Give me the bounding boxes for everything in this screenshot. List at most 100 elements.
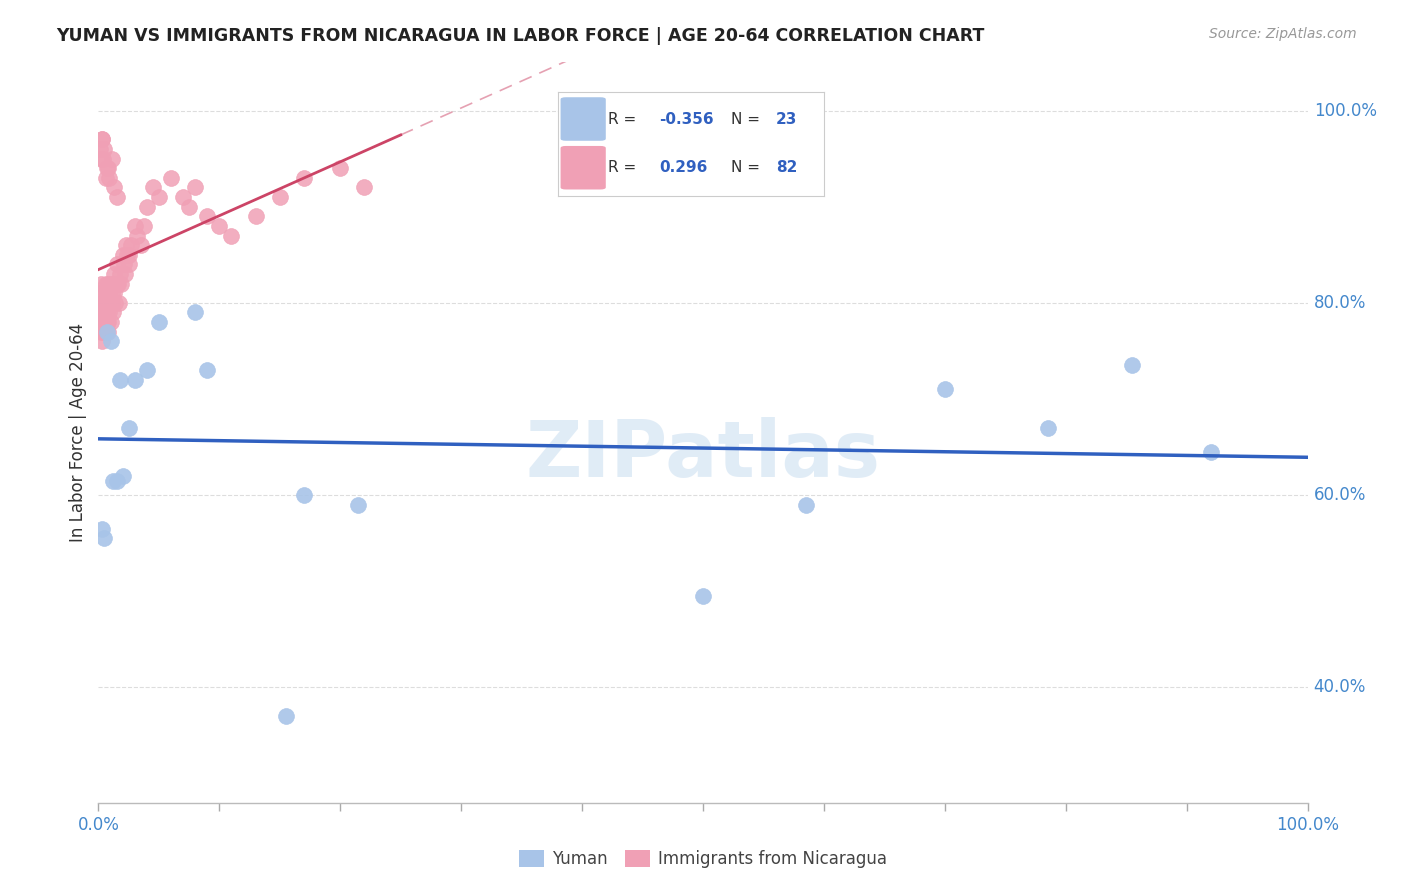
Point [93, 532, 115, 546]
Point [118, 248, 141, 262]
Point [117, 248, 139, 262]
Point [692, 589, 714, 603]
Point [108, 373, 131, 387]
Point [179, 200, 201, 214]
Point [89, 286, 111, 301]
Point [195, 363, 218, 377]
Point [221, 228, 243, 243]
Point [94, 277, 117, 291]
Y-axis label: In Labor Force | Age 20-64: In Labor Force | Age 20-64 [69, 323, 87, 542]
Point [127, 228, 149, 243]
Text: 100.0%: 100.0% [1313, 102, 1376, 120]
Point [135, 200, 157, 214]
Point [96, 305, 118, 319]
Point [94, 170, 117, 185]
Point [118, 421, 141, 435]
Point [129, 238, 152, 252]
Point [96, 286, 118, 301]
Point [292, 170, 315, 185]
Point [103, 180, 125, 194]
Point [103, 286, 125, 301]
Point [98, 286, 121, 301]
Point [94, 325, 117, 339]
Point [97, 277, 120, 291]
Point [96, 315, 118, 329]
Point [111, 248, 134, 262]
Point [98, 170, 121, 185]
Point [142, 180, 165, 194]
Point [160, 170, 183, 185]
Point [98, 305, 121, 319]
Text: 40.0%: 40.0% [1313, 679, 1367, 697]
Point [110, 277, 132, 291]
Point [91, 334, 114, 349]
Point [105, 277, 128, 291]
Point [97, 161, 120, 176]
Text: YUMAN VS IMMIGRANTS FROM NICARAGUA IN LABOR FORCE | AGE 20-64 CORRELATION CHART: YUMAN VS IMMIGRANTS FROM NICARAGUA IN LA… [56, 27, 984, 45]
Point [111, 469, 134, 483]
Point [107, 277, 129, 291]
Point [93, 286, 115, 301]
Point [91, 522, 114, 536]
Point [1121, 359, 1143, 373]
Point [91, 295, 114, 310]
Point [100, 334, 122, 349]
Point [794, 498, 817, 512]
Point [353, 180, 375, 194]
Point [108, 295, 131, 310]
Point [93, 142, 115, 156]
Point [90, 152, 112, 166]
Text: Source: ZipAtlas.com: Source: ZipAtlas.com [1209, 27, 1357, 41]
Text: 80.0%: 80.0% [1313, 293, 1367, 312]
Point [208, 219, 231, 233]
Point [329, 161, 352, 176]
Legend: Yuman, Immigrants from Nicaragua: Yuman, Immigrants from Nicaragua [512, 843, 894, 875]
Point [100, 277, 122, 291]
Point [114, 267, 136, 281]
Point [184, 305, 207, 319]
Text: ZIPatlas: ZIPatlas [526, 417, 880, 493]
Point [124, 373, 146, 387]
Point [91, 152, 114, 166]
Point [934, 382, 956, 396]
Point [245, 209, 267, 223]
Point [124, 219, 146, 233]
Point [91, 132, 114, 146]
Point [91, 295, 114, 310]
Point [94, 295, 117, 310]
Point [90, 325, 112, 339]
Point [100, 152, 122, 166]
Point [135, 363, 157, 377]
Point [108, 267, 131, 281]
Point [274, 709, 297, 723]
Point [97, 315, 120, 329]
Point [105, 190, 128, 204]
Point [118, 257, 141, 271]
Point [101, 474, 124, 488]
Point [91, 325, 114, 339]
Point [347, 498, 370, 512]
Point [89, 315, 111, 329]
Point [100, 295, 122, 310]
Point [96, 161, 118, 176]
Point [101, 305, 124, 319]
Point [115, 238, 138, 252]
Point [89, 142, 111, 156]
Point [105, 474, 128, 488]
Point [91, 305, 114, 319]
Point [184, 180, 207, 194]
Point [112, 257, 135, 271]
Point [103, 267, 125, 281]
Point [100, 315, 122, 329]
Point [91, 315, 114, 329]
Point [269, 190, 291, 204]
Point [195, 209, 218, 223]
Point [100, 295, 122, 310]
Point [97, 295, 120, 310]
Point [148, 190, 170, 204]
Point [96, 325, 118, 339]
Point [172, 190, 194, 204]
Point [1036, 421, 1059, 435]
Point [104, 295, 127, 310]
Point [97, 325, 120, 339]
